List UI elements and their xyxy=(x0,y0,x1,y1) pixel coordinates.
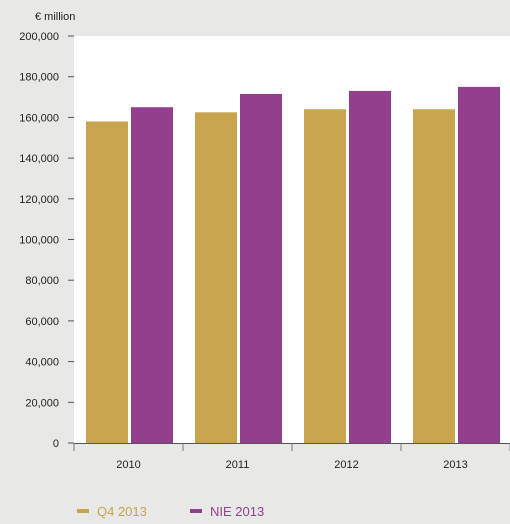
legend: Q4 2013 NIE 2013 xyxy=(77,504,264,519)
y-tick-label: 20,000 xyxy=(25,397,59,409)
y-tick-label: 160,000 xyxy=(19,112,59,124)
bar-q4-2013-2010 xyxy=(86,121,128,443)
legend-item: NIE 2013 xyxy=(190,504,264,519)
legend-swatch xyxy=(77,509,89,513)
y-tick-label: 120,000 xyxy=(19,194,59,206)
x-tick-label: 2013 xyxy=(443,459,467,471)
y-tick-label: 180,000 xyxy=(19,72,59,84)
y-tick-label: 60,000 xyxy=(25,316,59,328)
bar-nie-2013-2013 xyxy=(458,86,500,443)
y-tick-label: 100,000 xyxy=(19,235,59,247)
bar-nie-2013-2010 xyxy=(131,107,173,443)
x-tick-label: 2012 xyxy=(334,459,358,471)
y-axis: 0 20,000 40,000 60,000 80,000 100,000 120,000 1… xyxy=(19,31,74,450)
y-tick-label: 200,000 xyxy=(19,31,59,43)
y-tick-label: 80,000 xyxy=(25,275,59,287)
legend-swatch xyxy=(190,509,202,513)
bar-nie-2013-2012 xyxy=(349,90,391,443)
x-tick-label: 2011 xyxy=(226,459,250,471)
bar-q4-2013-2012 xyxy=(304,109,346,443)
bar-q4-2013-2013 xyxy=(413,109,455,443)
y-tick-label: 140,000 xyxy=(19,153,59,165)
legend-label: NIE 2013 xyxy=(210,504,264,519)
bar-q4-2013-2011 xyxy=(195,112,237,443)
x-axis: 2010 2011 2012 2013 xyxy=(73,443,510,471)
legend-item: Q4 2013 xyxy=(77,504,147,519)
y-tick-label: 0 xyxy=(53,438,59,450)
legend-label: Q4 2013 xyxy=(97,504,147,519)
y-tick-label: 40,000 xyxy=(25,357,59,369)
y-axis-unit-label: € million xyxy=(35,11,75,23)
x-tick-label: 2010 xyxy=(116,459,140,471)
bars xyxy=(86,86,500,443)
bar-nie-2013-2011 xyxy=(240,93,282,443)
